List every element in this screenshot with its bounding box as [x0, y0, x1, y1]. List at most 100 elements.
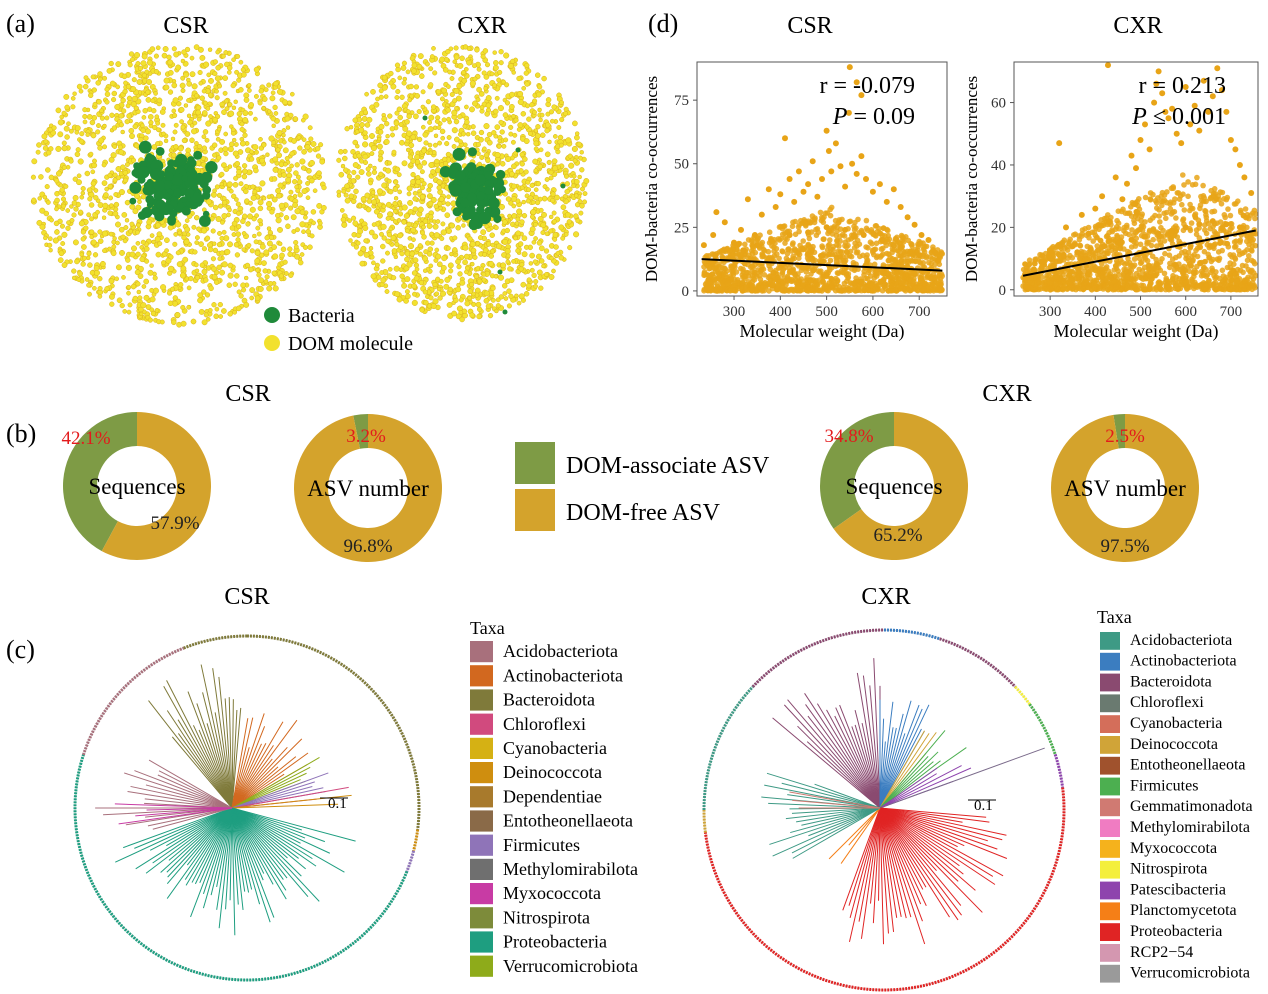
- dom-node: [437, 140, 443, 146]
- dom-node: [99, 108, 104, 114]
- dom-node: [262, 268, 268, 274]
- bacteria-node: [560, 183, 566, 189]
- dom-node: [291, 138, 297, 144]
- data-point: [859, 278, 865, 285]
- dom-node: [180, 320, 187, 327]
- dom-node: [270, 90, 276, 96]
- dom-node: [212, 59, 218, 65]
- bacteria-node: [157, 170, 166, 178]
- dom-node: [43, 235, 48, 241]
- dom-node: [458, 297, 464, 303]
- dom-node: [173, 232, 179, 237]
- dom-node: [285, 176, 292, 183]
- bacteria-node: [210, 163, 217, 170]
- dom-node: [96, 123, 101, 129]
- dom-node: [259, 243, 266, 250]
- dom-node: [411, 68, 417, 74]
- dom-node: [90, 180, 97, 187]
- dom-node: [233, 99, 238, 105]
- dom-node: [74, 125, 81, 132]
- dom-node: [428, 150, 433, 156]
- dom-node: [103, 192, 109, 198]
- data-point: [792, 218, 798, 225]
- dom-node: [412, 190, 418, 196]
- dom-node: [221, 213, 228, 219]
- dom-node: [376, 143, 383, 150]
- dom-node: [264, 235, 270, 241]
- data-point: [749, 263, 755, 269]
- dom-node: [538, 258, 545, 264]
- dom-node: [95, 129, 101, 135]
- dom-node: [509, 171, 515, 177]
- data-point: [742, 241, 748, 248]
- dom-node: [126, 309, 132, 315]
- dom-node: [276, 129, 283, 136]
- dom-node: [362, 153, 369, 160]
- dom-node: [70, 96, 76, 101]
- dom-node: [213, 313, 219, 320]
- dom-node: [72, 91, 77, 96]
- dom-node: [307, 244, 313, 250]
- dom-node: [481, 271, 487, 277]
- dom-node: [393, 265, 400, 272]
- dom-node: [380, 277, 387, 284]
- dom-node: [271, 270, 277, 276]
- dom-node: [577, 199, 583, 204]
- dom-node: [399, 273, 405, 280]
- dom-node: [197, 46, 204, 53]
- dom-node: [355, 240, 361, 246]
- dom-node: [231, 232, 237, 237]
- dom-node: [295, 174, 301, 180]
- dom-node: [193, 44, 200, 50]
- bacteria-node: [497, 269, 503, 275]
- dom-node: [87, 291, 92, 297]
- data-point: [929, 256, 936, 262]
- dom-node: [499, 161, 506, 167]
- dom-node: [239, 126, 245, 132]
- dom-node: [161, 52, 168, 59]
- dom-node: [136, 79, 143, 85]
- dom-node: [78, 209, 84, 215]
- dom-node: [421, 181, 427, 187]
- data-point: [800, 238, 806, 244]
- dom-node: [233, 241, 240, 248]
- dom-node: [436, 261, 443, 268]
- dom-node: [403, 298, 409, 304]
- dom-node: [428, 161, 435, 169]
- dom-node: [231, 57, 236, 63]
- dom-node: [479, 154, 485, 160]
- dom-node: [279, 252, 285, 259]
- dom-node: [387, 160, 392, 166]
- dom-node: [180, 124, 186, 130]
- data-point: [767, 266, 774, 273]
- dom-node: [523, 70, 529, 76]
- dom-node: [436, 185, 442, 191]
- dom-node: [563, 232, 569, 237]
- dom-node: [36, 142, 42, 148]
- dom-node: [59, 223, 65, 229]
- dom-node: [204, 137, 210, 143]
- dom-node: [299, 252, 305, 257]
- dom-node: [236, 111, 243, 117]
- dom-node: [271, 176, 278, 182]
- dom-node: [490, 242, 496, 248]
- legend-bacteria-swatch: [264, 307, 280, 323]
- dom-node: [533, 187, 539, 193]
- dom-node: [362, 109, 368, 115]
- dom-node: [222, 90, 228, 96]
- dom-node: [472, 100, 478, 107]
- dom-node: [281, 139, 287, 145]
- data-point: [821, 284, 827, 290]
- dom-node: [532, 109, 537, 115]
- dom-node: [575, 218, 581, 224]
- dom-node: [265, 152, 270, 157]
- dom-node: [420, 230, 425, 236]
- dom-node: [301, 137, 307, 143]
- dom-node: [398, 244, 404, 250]
- dom-node: [501, 79, 506, 85]
- dom-node: [432, 142, 438, 148]
- dom-node: [304, 144, 311, 151]
- data-point: [827, 206, 833, 213]
- data-point: [806, 250, 812, 257]
- dom-node: [69, 217, 75, 223]
